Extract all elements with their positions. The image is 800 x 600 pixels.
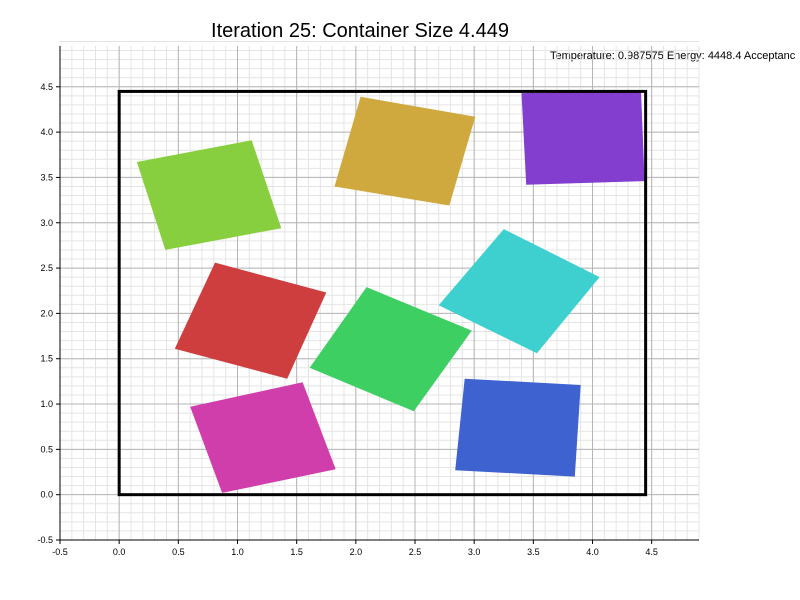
x-tick-label: 2.5 (409, 547, 422, 557)
shape-5 (438, 229, 600, 354)
y-tick-label: 1.5 (40, 354, 53, 364)
shape-3 (521, 91, 645, 185)
y-tick-label: 0.5 (40, 444, 53, 454)
shape-4 (174, 262, 327, 379)
x-tick-label: 0.0 (113, 547, 126, 557)
y-tick-label: 1.0 (40, 399, 53, 409)
chart-title: Iteration 25: Container Size 4.449 (211, 20, 509, 42)
y-tick-label: 3.5 (40, 172, 53, 182)
y-tick-label: 0.0 (40, 490, 53, 500)
x-axis-ticks: -0.5 0.0 0.5 1.0 1.5 2.0 2.5 3.0 3.5 4.0 4.5 (52, 540, 658, 557)
x-tick-label: -0.5 (52, 547, 68, 557)
energy-value: 4448.4 (707, 50, 742, 62)
shape-layer (136, 91, 645, 493)
y-tick-label: 2.0 (40, 308, 53, 318)
y-tick-label: -0.5 (37, 535, 53, 545)
acceptance-label: Acceptanc (743, 50, 796, 62)
x-tick-label: 3.5 (527, 547, 540, 557)
x-tick-label: 4.0 (586, 547, 599, 557)
container-box-layer (117, 89, 648, 497)
energy-label: Energy: (666, 50, 705, 62)
shape-7 (455, 378, 581, 477)
y-tick-label: 4.0 (40, 127, 53, 137)
y-axis-ticks: -0.5 0.0 0.5 1.0 1.5 2.0 2.5 3.0 3.5 4.0 4.5 (37, 82, 60, 545)
x-tick-label: 0.5 (172, 547, 185, 557)
y-tick-label: 4.5 (40, 82, 53, 92)
shape-1 (136, 140, 282, 250)
y-tick-label: 3.0 (40, 218, 53, 228)
shape-8 (190, 382, 336, 493)
shape-2 (334, 96, 476, 206)
x-tick-label: 3.0 (468, 547, 481, 557)
y-tick-label: 2.5 (40, 263, 53, 273)
x-tick-label: 1.0 (231, 547, 244, 557)
temperature-label: Temperature: (550, 50, 615, 62)
shape-6 (309, 287, 472, 412)
x-tick-label: 2.0 (350, 547, 363, 557)
x-tick-label: 1.5 (290, 547, 303, 557)
temperature-value: 0.987575 (617, 50, 664, 62)
container-box (117, 89, 648, 497)
status-readout: Temperature: 0.987575 Energy: 4448.4 Acc… (550, 50, 795, 62)
x-tick-label: 4.5 (645, 547, 658, 557)
